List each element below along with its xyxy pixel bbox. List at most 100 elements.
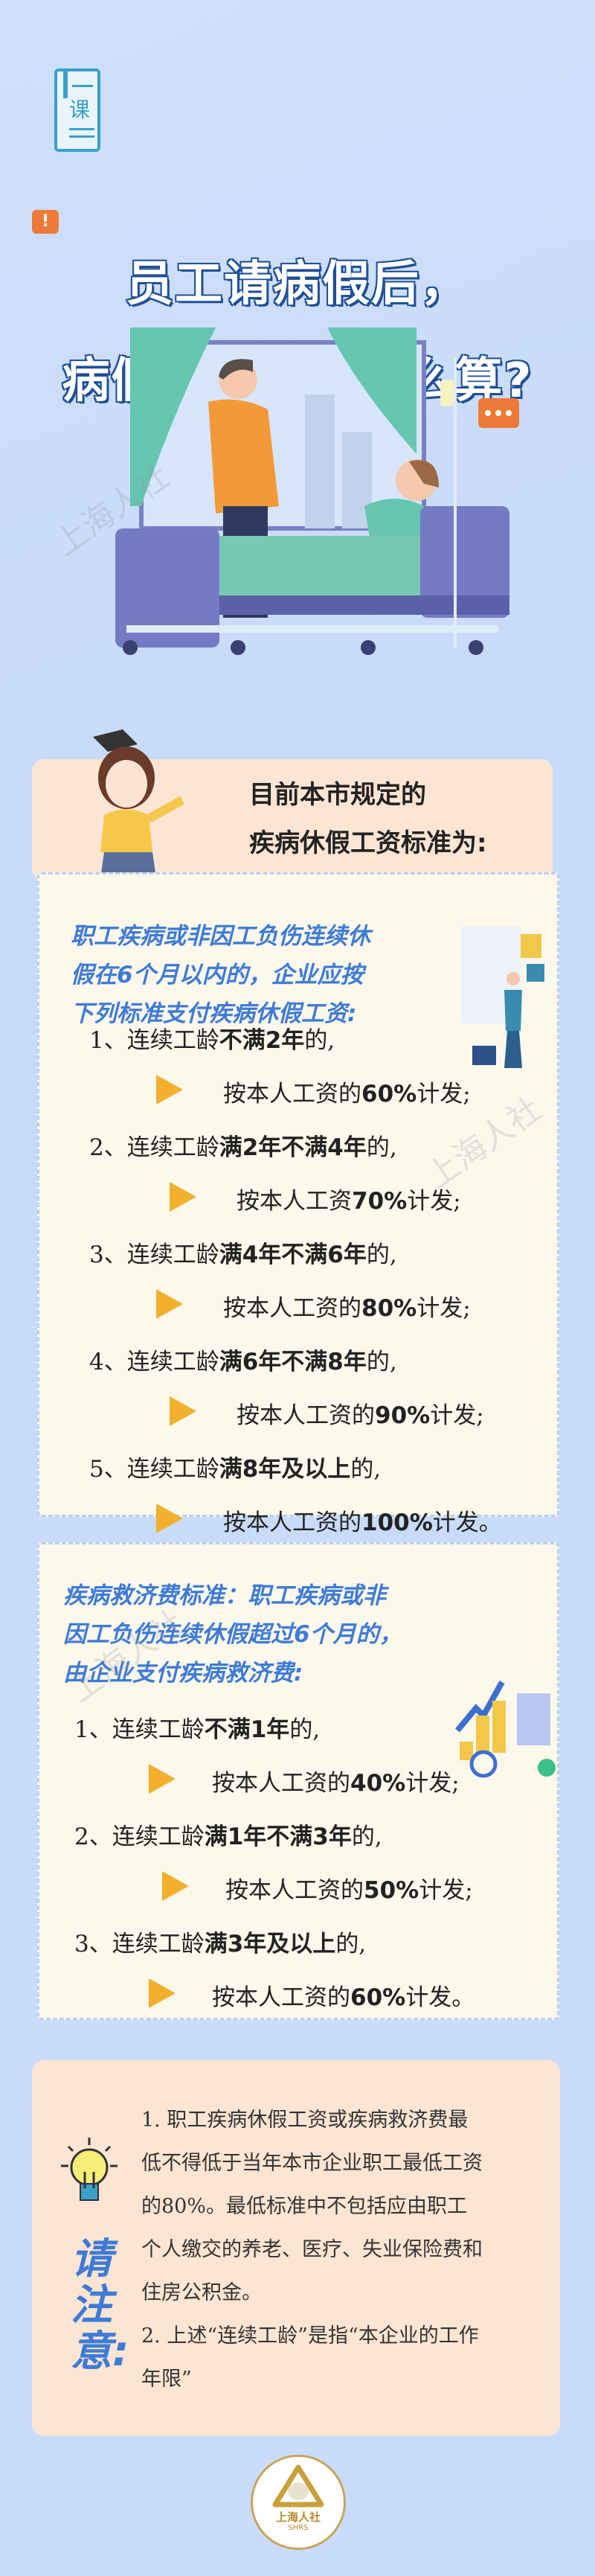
- pay-suffix: 计发。: [432, 1509, 502, 1536]
- pay-rate-line: 按本人工资的60%计发。: [212, 1978, 475, 2012]
- condition-line: 1、连续工龄不满2年的,: [89, 1021, 335, 1055]
- pay-prefix: 按本人工资: [237, 1188, 352, 1215]
- condition-prefix: 2、连续工龄: [89, 1134, 219, 1161]
- condition-bold: 满1年不满3年: [204, 1824, 352, 1850]
- presenter-illustration: [461, 927, 544, 1068]
- condition-line: 5、连续工龄满8年及以上的,: [89, 1450, 381, 1483]
- condition-line: 1、连续工龄不满1年的,: [74, 1710, 320, 1744]
- notice-label-colon: :: [112, 2327, 129, 2376]
- pay-rate: 50%: [364, 1877, 419, 1904]
- condition-prefix: 2、连续工龄: [74, 1824, 205, 1850]
- condition-bold: 满8年及以上: [219, 1456, 351, 1483]
- section1-header-line: 假在6个月以内的，企业应按: [71, 962, 364, 988]
- hospital-illustration: [115, 327, 519, 655]
- section1-header: 职工疾病或非因工负伤连续休 假在6个月以内的，企业应按 下列标准支付疾病休假工资…: [71, 917, 370, 1033]
- pay-suffix: 计发;: [416, 1295, 471, 1322]
- condition-line: 4、连续工龄满6年不满8年的,: [89, 1343, 397, 1376]
- condition-prefix: 4、连续工龄: [89, 1349, 219, 1375]
- arrow-icon: [170, 1182, 196, 1212]
- condition-suffix: 的,: [351, 1824, 382, 1850]
- condition-suffix: 的,: [366, 1134, 397, 1161]
- notice-paragraph-2: 2. 上述“连续工龄”是指“本企业的工作年限”: [141, 2324, 479, 2391]
- section2-header-line: 因工负伤连续休假超过6个月的，: [63, 1621, 402, 1648]
- pay-rate: 40%: [350, 1770, 406, 1797]
- condition-line: 3、连续工龄满4年不满6年的,: [89, 1236, 397, 1269]
- notice-paragraph-1: 1. 职工疾病休假工资或疾病救济费最低不得低于当年本市企业职工最低工资的80%。…: [141, 2109, 483, 2304]
- condition-line: 2、连续工龄满2年不满4年的,: [89, 1128, 397, 1162]
- pay-suffix: 计发;: [405, 1770, 460, 1797]
- pay-suffix: 计发;: [416, 1081, 471, 1108]
- notice-label-char: 请: [71, 2235, 112, 2283]
- intro-line-1: 目前本市规定的: [249, 780, 426, 810]
- condition-line: 2、连续工龄满1年不满3年的,: [74, 1818, 382, 1851]
- pay-prefix: 按本人工资的: [212, 1770, 350, 1797]
- pay-rate-line: 按本人工资的100%计发。: [223, 1503, 502, 1537]
- pay-rate-line: 按本人工资的80%计发;: [223, 1289, 471, 1323]
- arrow-icon: [170, 1396, 196, 1426]
- intro-line-2: 疾病休假工资标准为:: [249, 828, 487, 858]
- pay-prefix: 按本人工资的: [225, 1877, 364, 1904]
- condition-bold: 满4年不满6年: [219, 1241, 367, 1268]
- shrs-logo: 上海人社 SHRS: [251, 2455, 346, 2550]
- finance-chart-illustration: [454, 1681, 556, 1778]
- arrow-icon: [149, 1978, 176, 2008]
- pay-prefix: 按本人工资的: [237, 1402, 375, 1429]
- pay-prefix: 按本人工资的: [212, 1984, 350, 2011]
- title-line-1: 员工请病假后，: [125, 256, 469, 313]
- arrow-icon: [156, 1289, 183, 1319]
- condition-prefix: 1、连续工龄: [89, 1027, 219, 1054]
- exclamation-bubble-icon: !: [32, 210, 59, 234]
- pay-rate-line: 按本人工资的40%计发;: [212, 1764, 460, 1797]
- condition-bold: 满3年及以上: [204, 1931, 336, 1957]
- pay-rate-line: 按本人工资的50%计发;: [225, 1871, 473, 1905]
- logo-emblem: [272, 2464, 324, 2508]
- section2-header: 疾病救济费标准：职工疾病或非 因工负伤连续休假超过6个月的， 由企业支付疾病救济…: [63, 1576, 402, 1693]
- arrow-icon: [162, 1871, 189, 1901]
- condition-prefix: 3、连续工龄: [74, 1931, 205, 1957]
- logo-abbr: SHRS: [288, 2524, 309, 2532]
- pay-rate-line: 按本人工资70%计发;: [237, 1182, 461, 1215]
- section1-header-line: 下列标准支付疾病休假工资:: [71, 1000, 357, 1027]
- pay-prefix: 按本人工资的: [223, 1081, 361, 1108]
- section1-header-line: 职工疾病或非因工负伤连续休: [71, 923, 370, 950]
- logo-name: 上海人社: [275, 2511, 321, 2524]
- condition-suffix: 的,: [366, 1349, 397, 1375]
- notice-text: 1. 职工疾病休假工资或疾病救济费最低不得低于当年本市企业职工最低工资的80%。…: [141, 2099, 483, 2401]
- notice-label-char: 注: [71, 2281, 112, 2330]
- condition-bold: 不满2年: [219, 1027, 305, 1054]
- notice-label: 请 注 意:: [71, 2237, 129, 2375]
- condition-suffix: 的,: [304, 1027, 335, 1054]
- pay-prefix: 按本人工资的: [223, 1295, 361, 1322]
- pay-prefix: 按本人工资的: [223, 1509, 361, 1536]
- condition-suffix: 的,: [350, 1456, 382, 1483]
- arrow-icon: [156, 1503, 183, 1533]
- pay-suffix: 计发;: [430, 1402, 484, 1429]
- lightbulb-icon: [61, 2138, 118, 2201]
- pay-rate: 60%: [350, 1984, 406, 2011]
- section2-header-line: 疾病救济费标准：职工疾病或非: [63, 1582, 386, 1609]
- pay-rate-line: 按本人工资的60%计发;: [223, 1075, 471, 1108]
- condition-suffix: 的,: [366, 1241, 397, 1268]
- arrow-icon: [149, 1764, 176, 1794]
- condition-bold: 满6年不满8年: [219, 1349, 367, 1375]
- condition-suffix: 的,: [289, 1716, 321, 1743]
- arrow-icon: [156, 1075, 183, 1105]
- condition-bold: 满2年不满4年: [219, 1134, 367, 1161]
- pay-suffix: 计发;: [419, 1877, 473, 1904]
- course-label: 课: [69, 98, 91, 122]
- pay-rate: 100%: [361, 1509, 433, 1536]
- section2-header-line: 由企业支付疾病救济费:: [63, 1660, 303, 1687]
- condition-line: 3、连续工龄满3年及以上的,: [74, 1925, 366, 1958]
- pay-rate: 80%: [361, 1295, 417, 1322]
- course-book-icon: 课: [54, 68, 100, 152]
- pay-suffix: 计发。: [405, 1984, 475, 2011]
- teacher-girl-illustration: [93, 729, 184, 904]
- condition-prefix: 3、连续工龄: [89, 1241, 219, 1268]
- pay-rate: 60%: [361, 1081, 417, 1108]
- notice-box: [32, 2060, 560, 2436]
- notice-label-char: 意: [71, 2327, 112, 2376]
- condition-prefix: 5、连续工龄: [89, 1456, 219, 1483]
- pay-suffix: 计发;: [407, 1188, 461, 1215]
- condition-suffix: 的,: [335, 1931, 367, 1957]
- pay-rate-line: 按本人工资的90%计发;: [237, 1396, 484, 1430]
